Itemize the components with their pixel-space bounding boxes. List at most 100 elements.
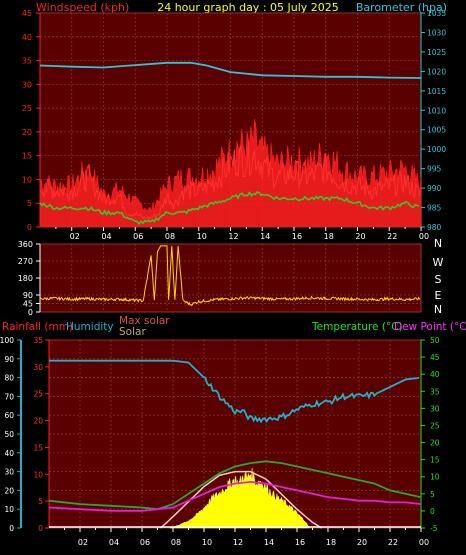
wind-baro-x-axis: 02 04 06 08 10 12 14 16 18 20 22 00	[55, 227, 429, 241]
windspeed-tick-label: 40	[22, 33, 32, 42]
gust-series	[39, 119, 422, 228]
wind-speed-series	[39, 140, 421, 221]
temp-humidity-series	[48, 359, 422, 529]
direction-tick-label: 0	[28, 308, 33, 317]
temperature-tick-label: 20	[430, 439, 440, 448]
barometer-tick-label: 1020	[427, 67, 446, 76]
x-tick-label: 16	[295, 538, 305, 547]
temperature-tick-label: 25	[430, 421, 440, 430]
temp-humidity-x-axis: 02 04 06 08 10 12 14 16 18 20 22 00	[64, 528, 429, 547]
x-tick-label: 20	[355, 232, 365, 241]
temperature-series	[48, 460, 422, 511]
windspeed-tick-label: 0	[27, 223, 32, 232]
x-tick-label: 14	[264, 538, 274, 547]
barometer-tick-label: 980	[427, 223, 442, 232]
compass-label: N	[434, 237, 442, 250]
humidity-series	[49, 359, 420, 424]
x-tick-label: 18	[324, 232, 334, 241]
barometer-axis-title: Barometer (hpa)	[356, 1, 447, 14]
x-tick-label: 12	[233, 538, 243, 547]
temp-humidity-panel: 010203040506070809010005101520253035-505…	[0, 336, 440, 547]
barometer-axis: 980 985 990 995 1000 1005 1010 1015 1020 1025 1030…	[420, 9, 446, 232]
windspeed-tick-label: 20	[22, 128, 32, 137]
humidity-tick-label: 30	[4, 468, 14, 477]
legend-entry: Max solar	[119, 315, 170, 327]
direction-tick-label: 270	[18, 257, 33, 266]
x-tick-label: 02	[78, 538, 88, 547]
x-tick-label: 14	[260, 232, 270, 241]
humidity-tick-label: 20	[4, 486, 14, 495]
temperature-tick-label: 30	[430, 404, 440, 413]
chart-title: 24 hour graph day : 05 July 2025	[157, 1, 339, 14]
rainfall-tick-label: 30	[33, 363, 43, 372]
compass-label: E	[435, 289, 442, 302]
humidity-tick-label: 90	[4, 355, 14, 364]
x-tick-label: 02	[70, 232, 80, 241]
x-tick-label: 06	[140, 538, 150, 547]
rainfall-tick-label: 20	[33, 417, 43, 426]
x-tick-label: 00	[419, 538, 429, 547]
barometer-tick-label: 1030	[427, 28, 446, 37]
solar-series	[169, 468, 310, 529]
barometer-tick-label: 1000	[427, 145, 446, 154]
temperature-tick-label: 10	[430, 473, 440, 482]
x-tick-label: 22	[387, 232, 397, 241]
wind-direction-series	[39, 245, 421, 307]
temperature-tick-label: 50	[430, 336, 440, 345]
legend-entry: Dew Point (°C)	[394, 321, 466, 333]
compass-label: W	[433, 256, 444, 269]
wind-direction-grid	[40, 243, 422, 313]
rainfall-tick-label: 5	[38, 497, 43, 506]
x-tick-label: 04	[101, 232, 111, 241]
direction-tick-label: 360	[18, 240, 33, 249]
barometer-tick-label: 1010	[427, 106, 446, 115]
humidity-tick-label: 50	[4, 430, 14, 439]
windspeed-tick-label: 35	[22, 57, 32, 66]
compass-label: N	[434, 303, 442, 316]
direction-tick-label: 45	[23, 300, 33, 309]
x-tick-label: 12	[228, 232, 238, 241]
humidity-tick-label: 70	[4, 392, 14, 401]
x-tick-label: 00	[419, 232, 429, 241]
windspeed-tick-label: 45	[22, 9, 32, 18]
temperature-tick-label: 5	[430, 490, 435, 499]
temperature-tick-label: 40	[430, 370, 440, 379]
legend-entry: Solar	[119, 326, 146, 338]
windspeed-tick-label: 10	[22, 175, 32, 184]
legend-entry: Humidity	[66, 321, 114, 333]
legend-entry: Rainfall (mm)	[2, 321, 73, 333]
barometer-series	[39, 61, 422, 79]
rainfall-tick-label: 15	[33, 443, 43, 452]
windspeed-tick-label: 30	[22, 80, 32, 89]
wind-direction-series	[39, 245, 421, 307]
x-tick-label: 08	[165, 232, 175, 241]
x-tick-label: 10	[197, 232, 207, 241]
x-tick-label: 22	[388, 538, 398, 547]
rainfall-tick-label: 25	[33, 390, 43, 399]
humidity-tick-label: 60	[4, 411, 14, 420]
humidity-tick-label: 0	[9, 524, 14, 533]
windspeed-axis: 0 5 10 15 20 25 30 35 40 45	[22, 9, 41, 232]
x-tick-label: 06	[133, 232, 143, 241]
windspeed-tick-label: 25	[22, 104, 32, 113]
dew-point-series	[48, 480, 422, 512]
wind-baro-series	[39, 61, 422, 228]
humidity-tick-label: 10	[4, 505, 14, 514]
windspeed-tick-label: 15	[22, 152, 32, 161]
barometer-tick-label: 1025	[427, 48, 446, 57]
temperature-tick-label: 0	[430, 507, 435, 516]
compass-label: S	[435, 273, 442, 286]
rainfall-tick-label: 35	[33, 336, 43, 345]
x-tick-label: 20	[357, 538, 367, 547]
legend-entry: Temperature (°C)	[311, 321, 403, 333]
temperature-tick-label: 35	[430, 387, 440, 396]
x-tick-label: 10	[202, 538, 212, 547]
windspeed-axis-title: Windspeed (kph)	[36, 1, 129, 14]
rainfall-tick-label: 0	[38, 524, 43, 533]
